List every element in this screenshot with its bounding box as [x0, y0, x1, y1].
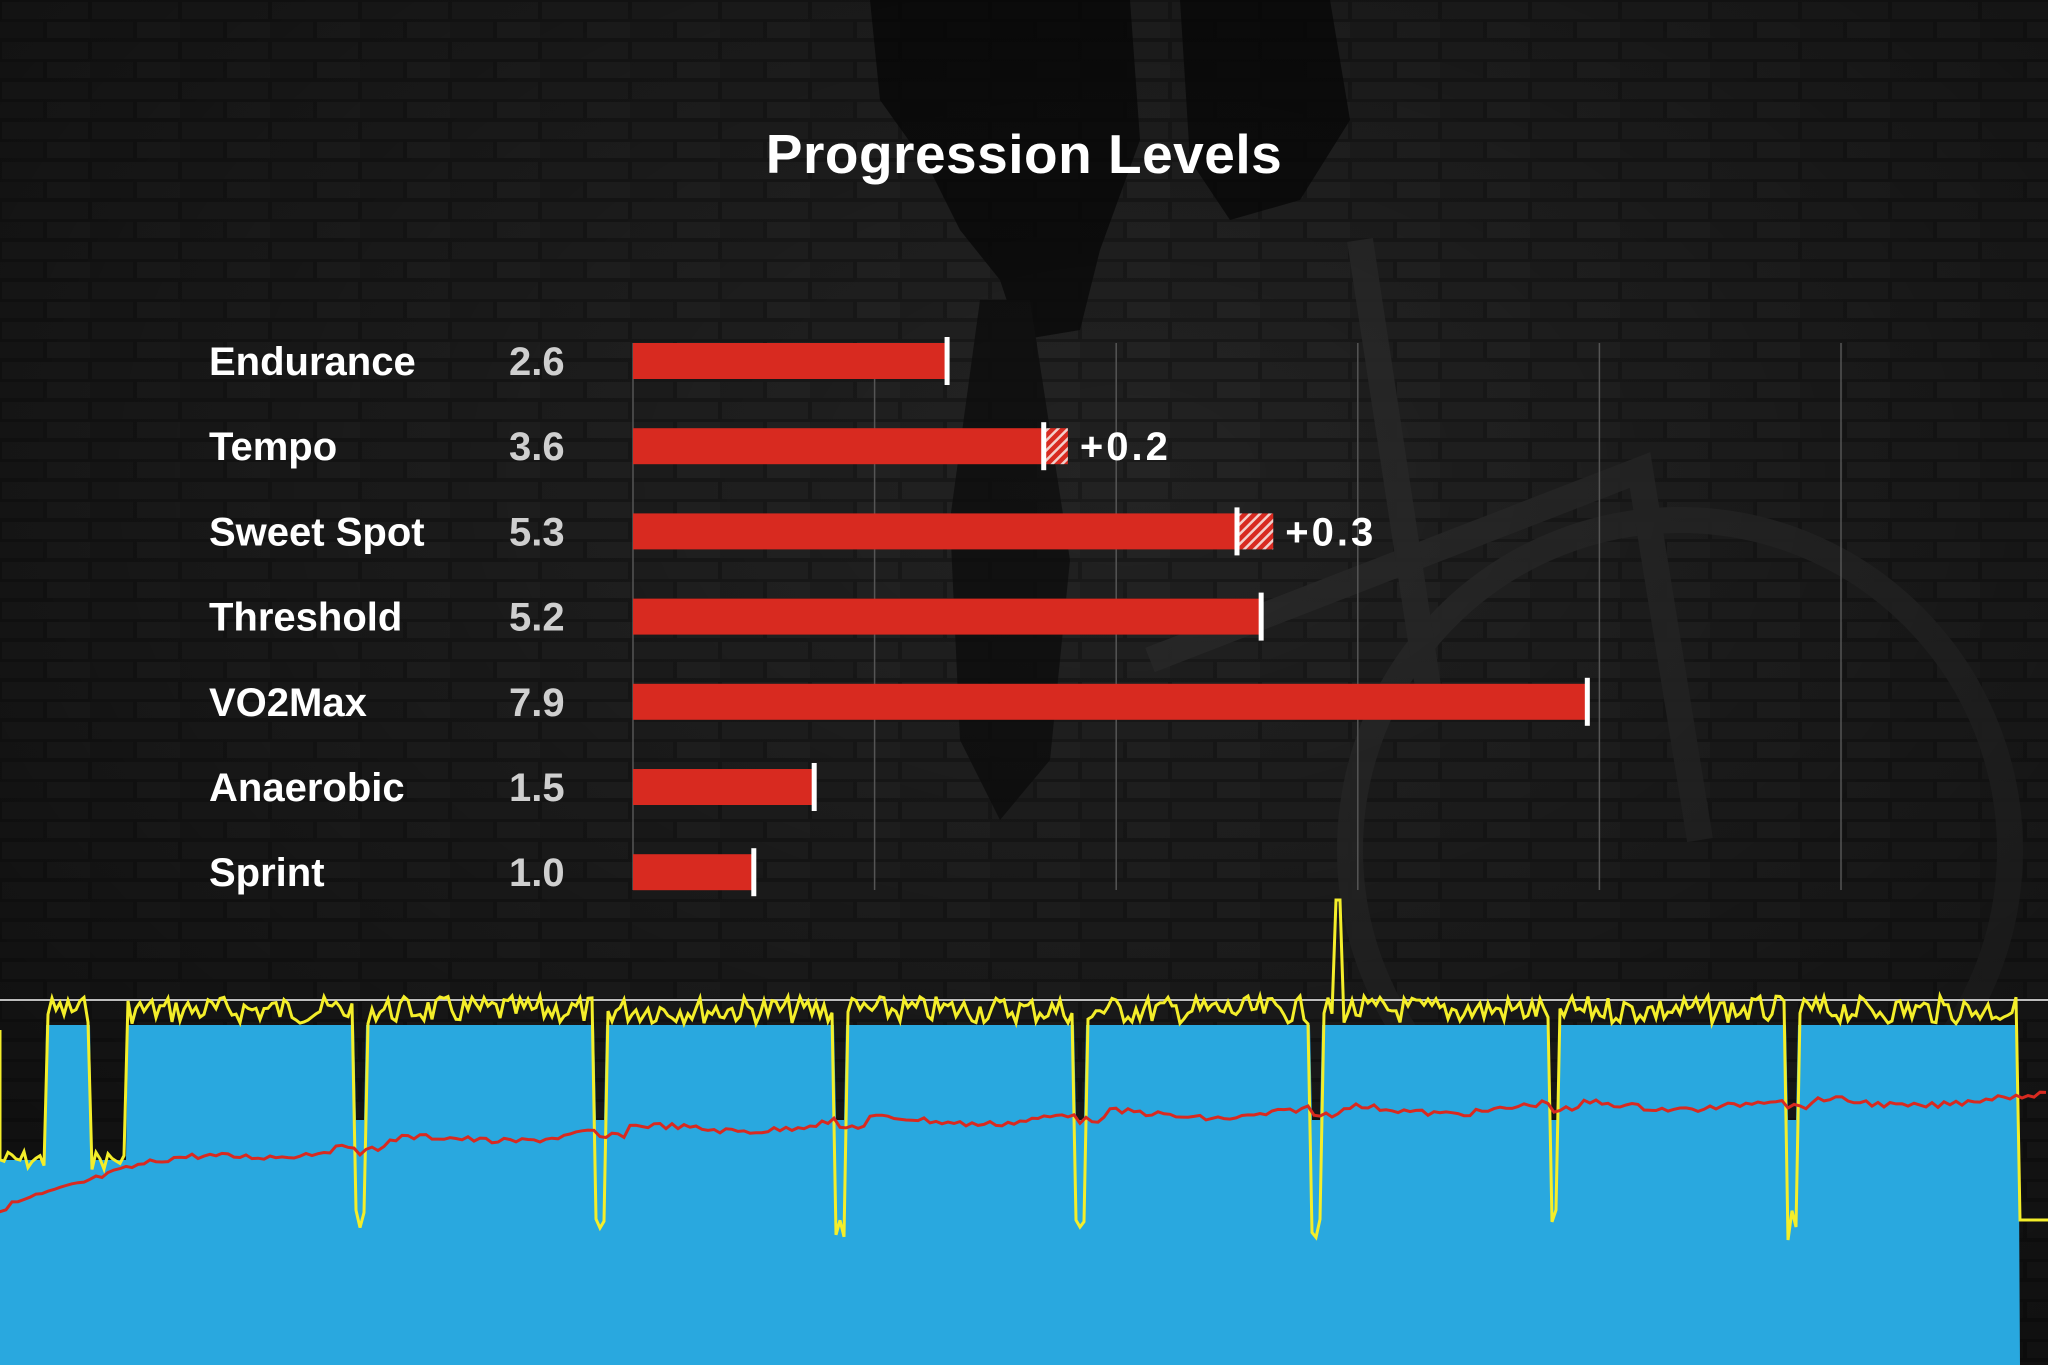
bar-endurance: [633, 343, 948, 379]
bar-vo2max: [633, 683, 1588, 720]
bar-end-marker: [751, 848, 757, 897]
category-label: Threshold: [209, 596, 402, 640]
value-label: 2.6: [509, 340, 565, 384]
category-label: Endurance: [209, 340, 416, 384]
category-label: Sweet Spot: [209, 510, 425, 554]
bar-increase-segment: [1043, 428, 1068, 465]
bar-tempo: [633, 428, 1044, 465]
value-label: 5.3: [509, 510, 565, 554]
bar-sprint: [633, 854, 754, 891]
value-label: 3.6: [509, 425, 565, 469]
category-label: Tempo: [209, 425, 337, 469]
bar-end-marker: [1258, 592, 1264, 641]
category-label: Sprint: [209, 851, 325, 895]
bar-anaerobic: [633, 769, 815, 805]
increase-label: +0.2: [1080, 425, 1171, 469]
chart-title: Progression Levels: [765, 123, 1283, 185]
heart-rate-line: [0, 1090, 2047, 1214]
bar-end-marker: [1234, 507, 1240, 556]
increase-label: +0.3: [1285, 510, 1376, 554]
bar-threshold: [633, 598, 1262, 635]
category-label: Anaerobic: [209, 766, 405, 810]
bar-end-marker: [944, 337, 950, 385]
bar-end-marker: [811, 763, 817, 811]
bar-end-marker: [1041, 422, 1047, 471]
power-line: [0, 898, 2048, 1241]
category-label: VO2Max: [209, 681, 367, 725]
value-label: 5.2: [509, 596, 565, 640]
progression-bar-chart: Endurance 2.6 Tempo 3.6 +0.2 Sweet Spot 5.3 +0.…: [209, 337, 1842, 897]
value-label: 7.9: [509, 681, 565, 725]
value-label: 1.0: [509, 851, 565, 895]
bar-increase-segment: [1237, 513, 1274, 550]
target-power-area: [0, 1025, 2048, 1365]
value-label: 1.5: [509, 766, 565, 810]
workout-graph: [0, 898, 2048, 1365]
bar-end-marker: [1584, 677, 1590, 726]
bar-sweet-spot: [633, 513, 1237, 550]
